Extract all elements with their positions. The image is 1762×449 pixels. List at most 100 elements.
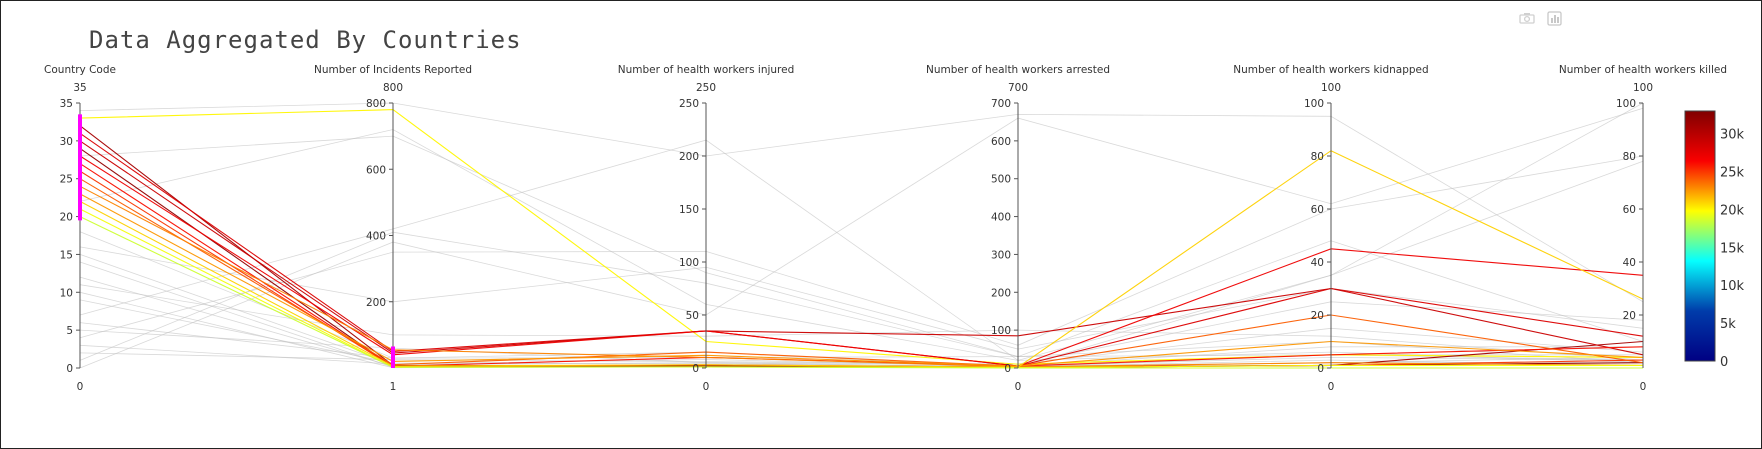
selected-line-5 xyxy=(79,155,1644,367)
axis-tick-label: 300 xyxy=(991,249,1011,261)
selected-line-4 xyxy=(79,147,1644,369)
axis-title[interactable]: Number of health workers kidnapped xyxy=(1233,64,1428,76)
axis-tick-label: 400 xyxy=(366,231,386,243)
axis-tick-label: 60 xyxy=(1311,204,1324,216)
axis-tick-label: 100 xyxy=(679,257,699,269)
axis-range-max: 250 xyxy=(696,82,716,94)
unselected-line-32 xyxy=(79,107,1644,369)
unselected-line-16 xyxy=(79,129,1644,361)
axis-tick-label: 700 xyxy=(991,98,1011,110)
unselected-line-30 xyxy=(79,327,1644,365)
selected-line-1 xyxy=(79,125,1644,368)
selected-line-0 xyxy=(79,109,1644,365)
unselected-line-17 xyxy=(79,231,1644,359)
axis-range-min: 0 xyxy=(1328,381,1335,393)
axis-tick-label: 500 xyxy=(991,174,1011,186)
axis-tick-label: 100 xyxy=(1304,98,1324,110)
axis-tick-label: 50 xyxy=(686,310,699,322)
selected-line-7 xyxy=(79,170,1644,368)
axis-title[interactable]: Number of health workers injured xyxy=(618,64,795,76)
axis-range-max: 700 xyxy=(1008,82,1028,94)
axis-title[interactable]: Number of health workers killed xyxy=(1559,64,1727,76)
table-icon[interactable] xyxy=(1545,10,1563,26)
axis-range-min: 0 xyxy=(703,381,710,393)
axis-tick-label: 200 xyxy=(679,151,699,163)
axis-range-max: 800 xyxy=(383,82,403,94)
axis-tick-label: 25 xyxy=(60,174,73,186)
axis-range-min: 0 xyxy=(77,381,84,393)
constraint-range-bar[interactable] xyxy=(391,346,395,368)
axis-tick-label: 200 xyxy=(366,297,386,309)
axis-tick-label: 0 xyxy=(692,363,699,375)
colorbar-tick-label: 15k xyxy=(1720,241,1745,256)
selected-line-10 xyxy=(79,193,1644,367)
axis-tick-label: 20 xyxy=(1623,310,1636,322)
axis-tick-label: 80 xyxy=(1311,151,1324,163)
axis-4[interactable]: Number of health workers kidnapped 100 00 2… xyxy=(1233,64,1428,393)
colorbar-tick-label: 30k xyxy=(1720,128,1745,143)
unselected-line-14 xyxy=(79,102,1644,303)
axis-tick-label: 40 xyxy=(1623,257,1636,269)
camera-icon[interactable] xyxy=(1518,10,1536,26)
axis-tick-label: 30 xyxy=(60,136,73,148)
axis-tick-label: 15 xyxy=(60,249,73,261)
axis-tick-label: 5 xyxy=(66,325,73,337)
axis-tick-label: 80 xyxy=(1623,151,1636,163)
axis-1[interactable]: Number of Incidents Reported 800 1 200 400 60… xyxy=(314,64,472,393)
axis-2[interactable]: Number of health workers injured 250 00 50 1… xyxy=(618,64,795,393)
colorbar-tick-label: 10k xyxy=(1720,279,1745,294)
axis-tick-label: 60 xyxy=(1623,204,1636,216)
axis-tick-label: 100 xyxy=(1616,98,1636,110)
selected-line-9 xyxy=(79,185,1644,368)
constraint-range-bar[interactable] xyxy=(78,114,82,221)
axis-title[interactable]: Country Code xyxy=(44,64,116,76)
axis-tick-label: 20 xyxy=(1311,310,1324,322)
axis-tick-label: 400 xyxy=(991,212,1011,224)
axis-range-min: 0 xyxy=(1640,381,1647,393)
axis-tick-label: 10 xyxy=(60,287,73,299)
axis-range-max: 100 xyxy=(1633,82,1653,94)
axis-tick-label: 35 xyxy=(60,98,73,110)
selected-line-8 xyxy=(79,178,1644,367)
axis-3[interactable]: Number of health workers arrested 700 00 10… xyxy=(926,64,1110,393)
axis-tick-label: 150 xyxy=(679,204,699,216)
axis-tick-label: 100 xyxy=(991,325,1011,337)
axis-tick-label: 800 xyxy=(366,98,386,110)
axis-0[interactable]: Country Code 35 00 5 10 15 20 25 30 35 xyxy=(44,64,116,393)
selected-line-3 xyxy=(79,140,1644,356)
selected-line-11 xyxy=(79,150,1644,368)
unselected-line-18 xyxy=(79,246,1644,350)
axis-title[interactable]: Number of Incidents Reported xyxy=(314,64,472,76)
axis-tick-label: 600 xyxy=(366,164,386,176)
axis-range-max: 35 xyxy=(73,82,86,94)
axis-5[interactable]: Number of health workers killed 100 0 20 40 6… xyxy=(1559,64,1727,393)
colorbar-tick-label: 5k xyxy=(1720,317,1736,332)
chart-title: Data Aggregated By Countries xyxy=(89,26,522,54)
axis-tick-label: 40 xyxy=(1311,257,1324,269)
colorbar-tick-label: 25k xyxy=(1720,166,1745,181)
axis-range-max: 100 xyxy=(1321,82,1341,94)
unselected-line-19 xyxy=(79,254,1644,366)
axis-range-min: 0 xyxy=(1015,381,1022,393)
unselected-line-31 xyxy=(79,231,1644,364)
unselected-lines xyxy=(79,102,1644,369)
axis-tick-label: 0 xyxy=(66,363,73,375)
axis-title[interactable]: Number of health workers arrested xyxy=(926,64,1110,76)
unselected-line-28 xyxy=(79,155,1644,346)
selected-line-6 xyxy=(79,163,1644,367)
colorbar: 0 5k 10k 15k 20k 25k 30k xyxy=(1684,110,1745,370)
axis-tick-label: 250 xyxy=(679,98,699,110)
colorbar-tick-label: 0 xyxy=(1720,355,1728,370)
colorbar-gradient xyxy=(1684,110,1716,362)
selected-line-13 xyxy=(79,216,1643,369)
colorbar-tick-label: 20k xyxy=(1720,203,1745,218)
axis-tick-label: 600 xyxy=(991,136,1011,148)
axis-tick-label: 20 xyxy=(60,212,73,224)
axis-tick-label: 0 xyxy=(1004,363,1011,375)
selected-lines xyxy=(79,109,1644,369)
axis-tick-label: 0 xyxy=(1317,363,1324,375)
axis-tick-label: 200 xyxy=(991,287,1011,299)
axis-range-min: 1 xyxy=(390,381,397,393)
